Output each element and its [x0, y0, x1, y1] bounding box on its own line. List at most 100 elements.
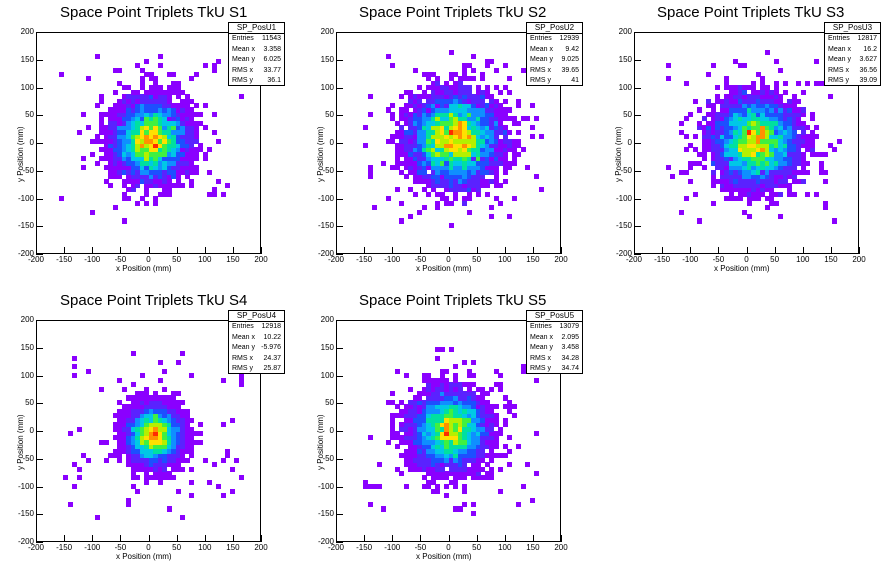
histogram-bin [175, 435, 181, 441]
histogram-bin [390, 422, 396, 428]
histogram-bin [715, 178, 721, 184]
y-tick-label: 100 [20, 370, 34, 380]
x-tick [36, 247, 37, 254]
histogram-bin [800, 169, 806, 175]
y-axis-label: y Position (mm) [16, 126, 25, 182]
histogram-bin [746, 147, 752, 153]
histogram-bin [489, 151, 495, 157]
histogram-bin [421, 129, 427, 135]
stats-value: 9.025 [561, 56, 579, 63]
histogram-bin [435, 174, 441, 180]
y-tick-label: 0 [329, 138, 334, 147]
histogram-bin [430, 169, 436, 175]
histogram-bin [175, 488, 181, 494]
x-tick [420, 535, 422, 542]
histogram-bin [737, 89, 743, 95]
histogram-bin [453, 178, 459, 184]
histogram-bin [466, 94, 472, 100]
histogram-bin [507, 116, 513, 122]
histogram-bin [751, 156, 757, 162]
histogram-bin [175, 134, 181, 140]
histogram-bin [166, 134, 172, 140]
y-tick [36, 170, 43, 172]
histogram-bin [782, 107, 788, 113]
histogram-bin [751, 178, 757, 184]
histogram-bin [457, 125, 463, 131]
histogram-bin [157, 182, 163, 188]
histogram-bin [827, 143, 833, 149]
histogram-bin [408, 169, 414, 175]
histogram-bin [135, 151, 141, 157]
x-tick-label: 0 [744, 255, 749, 264]
histogram-bin [480, 174, 486, 180]
x-tick [336, 247, 337, 254]
histogram-bin [719, 98, 725, 104]
histogram-bin [755, 116, 761, 122]
histogram-bin [466, 151, 472, 157]
histogram-bin [457, 174, 463, 180]
histogram-bin [148, 395, 154, 401]
histogram-bin [412, 395, 418, 401]
histogram-bin [166, 191, 172, 197]
histogram-bin [421, 386, 427, 392]
histogram-bin [439, 426, 445, 432]
histogram-bin [778, 174, 784, 180]
histogram-bin [439, 191, 445, 197]
histogram-bin [773, 89, 779, 95]
histogram-bin [728, 151, 734, 157]
histogram-bin [728, 111, 734, 117]
histogram-bin [408, 457, 414, 463]
histogram-bin [135, 431, 141, 437]
histogram-bin [719, 129, 725, 135]
histogram-bin [448, 462, 454, 468]
stats-key: RMS y [232, 77, 253, 84]
x-tick-label: -50 [712, 255, 725, 264]
x-axis-label: x Position (mm) [714, 264, 770, 273]
histogram-bin [760, 151, 766, 157]
histogram-bin [148, 71, 154, 77]
histogram-bin [471, 116, 477, 122]
histogram-bin [130, 178, 136, 184]
histogram-bin [507, 143, 513, 149]
histogram-bin [189, 143, 195, 149]
histogram-bin [126, 431, 132, 437]
histogram-bin [135, 457, 141, 463]
histogram-bin [130, 426, 136, 432]
histogram-bin [493, 134, 499, 140]
histogram-bin [166, 111, 172, 117]
histogram-bin [737, 85, 743, 91]
histogram-bin [144, 111, 150, 117]
histogram-bin [171, 475, 177, 481]
histogram-bin [162, 120, 168, 126]
histogram-bin [166, 444, 172, 450]
histogram-bin [439, 395, 445, 401]
histogram-bin [417, 134, 423, 140]
histogram-bin [162, 417, 168, 423]
histogram-bin [489, 94, 495, 100]
histogram-bin [117, 448, 123, 454]
histogram-bin [466, 63, 472, 69]
histogram-bin [130, 439, 136, 445]
histogram-bin [733, 151, 739, 157]
histogram-bin [773, 125, 779, 131]
histogram-bin [135, 466, 141, 472]
histogram-bin [746, 187, 752, 193]
histogram-bin [814, 58, 820, 64]
histogram-bin [117, 147, 123, 153]
histogram-bin [760, 80, 766, 86]
histogram-bin [403, 120, 409, 126]
histogram-bin [791, 169, 797, 175]
x-tick-label: 100 [198, 255, 212, 264]
histogram-bin [130, 138, 136, 144]
histogram-bin [484, 151, 490, 157]
histogram-bin [444, 174, 450, 180]
histogram-bin [484, 165, 490, 171]
histogram-bin [448, 116, 454, 122]
histogram-bin [764, 147, 770, 153]
histogram-bin [421, 107, 427, 113]
histogram-bin [453, 85, 459, 91]
histogram-bin [117, 399, 123, 405]
histogram-bin [193, 165, 199, 171]
histogram-bin [764, 182, 770, 188]
x-tick-label: -200 [27, 543, 44, 552]
